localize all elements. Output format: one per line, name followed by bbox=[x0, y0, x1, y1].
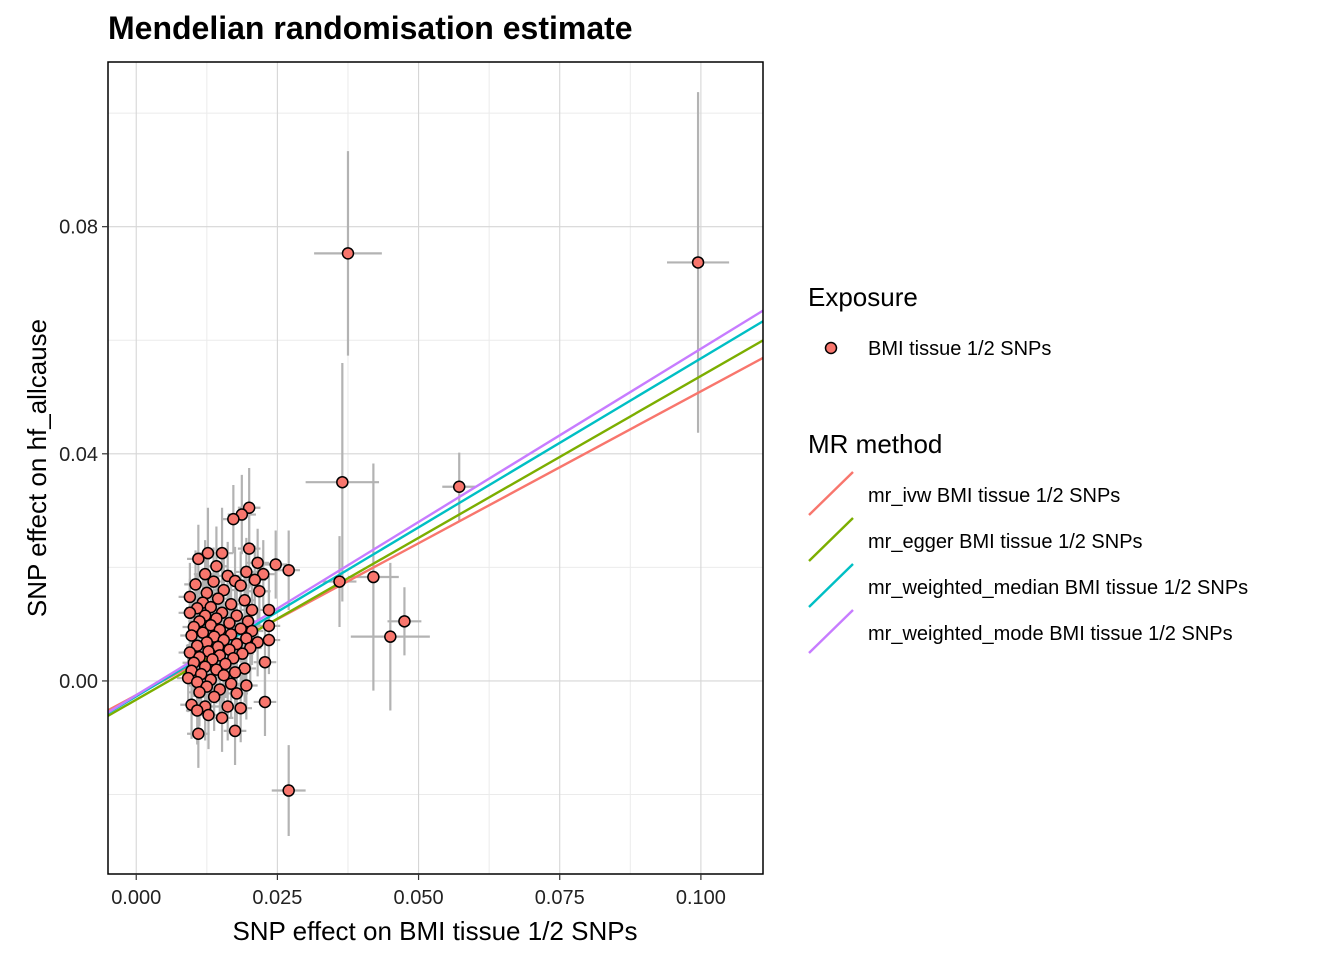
method-legend-label: mr_weighted_median BMI tissue 1/2 SNPs bbox=[868, 577, 1248, 599]
snp-point bbox=[190, 704, 204, 717]
snp-point bbox=[217, 669, 231, 682]
y-tick-label: 0.04 bbox=[59, 444, 98, 466]
snp-point bbox=[221, 700, 234, 713]
x-tick-label: 0.100 bbox=[676, 887, 726, 909]
snp-points bbox=[181, 247, 705, 797]
snp-point bbox=[282, 563, 295, 577]
y-axis-title: SNP effect on hf_allcause bbox=[22, 319, 52, 617]
method-legend-title: MR method bbox=[808, 429, 942, 459]
snp-point bbox=[367, 570, 380, 584]
snp-point bbox=[202, 708, 215, 722]
method-legend-item: mr_weighted_mode BMI tissue 1/2 SNPs bbox=[808, 609, 1233, 654]
exposure-legend-label: BMI tissue 1/2 SNPs bbox=[868, 338, 1051, 360]
method-legend-item: mr_weighted_median BMI tissue 1/2 SNPs bbox=[808, 563, 1248, 608]
snp-point bbox=[193, 686, 206, 699]
method-legend-label: mr_weighted_mode BMI tissue 1/2 SNPs bbox=[868, 623, 1233, 645]
snp-point bbox=[217, 583, 231, 597]
snp-point bbox=[245, 603, 259, 617]
method-legend-item: mr_ivw BMI tissue 1/2 SNPs bbox=[808, 471, 1120, 516]
method-legend-label: mr_ivw BMI tissue 1/2 SNPs bbox=[868, 485, 1120, 507]
x-tick-label: 0.050 bbox=[394, 887, 444, 909]
snp-point bbox=[262, 603, 276, 617]
panel-border bbox=[107, 61, 764, 875]
snp-point bbox=[238, 594, 251, 607]
snp-point bbox=[192, 552, 205, 566]
y-tick-label: 0.00 bbox=[59, 671, 98, 693]
snp-point bbox=[230, 609, 243, 622]
snp-point bbox=[234, 579, 247, 592]
legend: Exposure BMI tissue 1/2 SNPs MR method m… bbox=[808, 282, 1248, 654]
snp-point bbox=[258, 695, 272, 709]
snp-point bbox=[204, 600, 218, 614]
snp-point bbox=[198, 567, 212, 581]
chart-title: Mendelian randomisation estimate bbox=[108, 10, 633, 46]
panel-background bbox=[108, 62, 763, 874]
snp-point bbox=[258, 655, 272, 669]
x-tick-label: 0.075 bbox=[535, 887, 585, 909]
snp-point bbox=[257, 567, 270, 581]
snp-point bbox=[251, 556, 264, 570]
snp-point bbox=[215, 546, 229, 560]
method-legend-label: mr_egger BMI tissue 1/2 SNPs bbox=[868, 531, 1143, 553]
snp-point bbox=[269, 558, 282, 571]
snp-point bbox=[398, 615, 411, 628]
snp-point bbox=[262, 633, 276, 647]
snp-point bbox=[384, 630, 397, 643]
snp-point bbox=[691, 256, 705, 269]
snp-point bbox=[201, 546, 215, 560]
snp-point bbox=[242, 542, 256, 555]
snp-point bbox=[211, 592, 225, 605]
snp-point bbox=[240, 679, 253, 692]
method-legend-item: mr_egger BMI tissue 1/2 SNPs bbox=[808, 517, 1143, 562]
x-axis-title: SNP effect on BMI tissue 1/2 SNPs bbox=[232, 916, 637, 946]
snp-point bbox=[189, 578, 202, 591]
snp-point bbox=[185, 629, 198, 642]
snp-point bbox=[183, 590, 197, 604]
snp-point bbox=[230, 687, 243, 700]
snp-point bbox=[282, 784, 295, 797]
snp-point bbox=[452, 480, 466, 493]
snp-point bbox=[228, 666, 242, 679]
snp-point bbox=[253, 584, 266, 598]
snp-point bbox=[227, 512, 240, 526]
snp-point bbox=[183, 606, 197, 620]
snp-point bbox=[224, 598, 238, 611]
snp-point bbox=[333, 575, 346, 588]
method-legend-items: mr_ivw BMI tissue 1/2 SNPs mr_egger BMI t… bbox=[808, 471, 1248, 654]
snp-point bbox=[207, 575, 220, 588]
snp-point bbox=[341, 247, 355, 260]
x-tick-label: 0.000 bbox=[111, 887, 161, 909]
snp-point bbox=[215, 711, 229, 725]
exposure-legend-title: Exposure bbox=[808, 282, 918, 312]
snp-point bbox=[248, 573, 262, 587]
snp-point bbox=[240, 565, 253, 579]
snp-point bbox=[336, 475, 349, 489]
method-legend-key-line bbox=[808, 609, 854, 654]
snp-point bbox=[228, 724, 242, 738]
y-axis-ticks: 0.00 0.04 0.08 bbox=[59, 217, 108, 693]
exposure-legend-item: BMI tissue 1/2 SNPs bbox=[824, 338, 1051, 360]
snp-point bbox=[223, 616, 236, 630]
y-tick-label: 0.08 bbox=[59, 217, 98, 239]
exposure-legend-key-point bbox=[824, 341, 838, 355]
snp-point bbox=[262, 619, 276, 633]
snp-point bbox=[210, 559, 223, 573]
x-axis-ticks: 0.000 0.025 0.050 0.075 0.100 bbox=[111, 874, 726, 909]
x-tick-label: 0.025 bbox=[252, 887, 302, 909]
snp-point bbox=[207, 690, 221, 704]
method-legend-key-line bbox=[808, 471, 854, 516]
method-legend-key-line bbox=[808, 517, 854, 562]
plot-panel bbox=[107, 61, 764, 875]
method-legend-key-line bbox=[808, 563, 854, 608]
snp-point bbox=[192, 727, 205, 740]
snp-point bbox=[224, 677, 238, 691]
snp-point bbox=[234, 701, 247, 715]
